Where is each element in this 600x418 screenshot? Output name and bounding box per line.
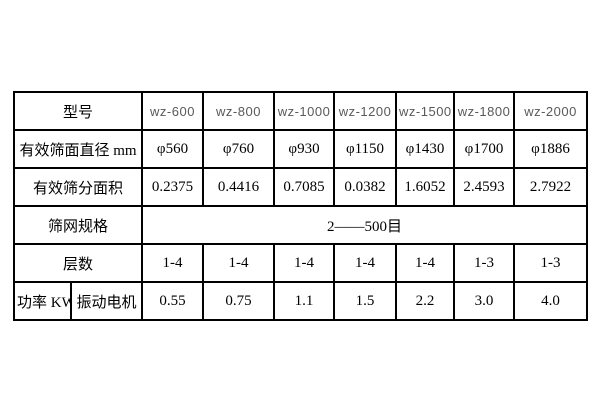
model-value: wz-800	[202, 91, 276, 131]
diameter-value: φ1700	[453, 129, 516, 169]
layers-value: 1-4	[202, 243, 276, 283]
area-value: 0.2375	[141, 167, 205, 207]
layers-value: 1-4	[395, 243, 456, 283]
table-row-mesh: 筛网规格 2——500目	[12, 205, 589, 245]
model-value: wz-1500	[395, 91, 456, 131]
layers-value: 1-4	[273, 243, 336, 283]
layers-value: 1-3	[513, 243, 589, 283]
table-row-model: 型号 wz-600 wz-800 wz-1000 wz-1200 wz-1500…	[12, 91, 589, 131]
diameter-value: φ760	[202, 129, 276, 169]
model-value: wz-2000	[513, 91, 589, 131]
diameter-value: φ1150	[333, 129, 398, 169]
diameter-value: φ1430	[395, 129, 456, 169]
area-value: 0.7085	[273, 167, 336, 207]
area-value: 1.6052	[395, 167, 456, 207]
row-label-area: 有效筛分面积	[12, 167, 144, 207]
power-value: 3.0	[453, 281, 516, 321]
model-value: wz-600	[141, 91, 205, 131]
row-label-layers: 层数	[12, 243, 144, 283]
power-value: 1.5	[333, 281, 398, 321]
layers-value: 1-3	[453, 243, 516, 283]
area-value: 2.4593	[453, 167, 516, 207]
power-value: 4.0	[513, 281, 589, 321]
layers-value: 1-4	[141, 243, 205, 283]
row-label-power-motor: 振动电机	[69, 281, 144, 321]
mesh-value: 2——500目	[141, 205, 589, 245]
diameter-value: φ560	[141, 129, 205, 169]
row-label-mesh: 筛网规格	[12, 205, 144, 245]
area-value: 0.4416	[202, 167, 276, 207]
model-value: wz-1200	[333, 91, 398, 131]
model-value: wz-1800	[453, 91, 516, 131]
spec-table: 型号 wz-600 wz-800 wz-1000 wz-1200 wz-1500…	[12, 91, 589, 321]
table-row-layers: 层数 1-4 1-4 1-4 1-4 1-4 1-3 1-3	[12, 243, 589, 283]
area-value: 0.0382	[333, 167, 398, 207]
table-row-area: 有效筛分面积 0.2375 0.4416 0.7085 0.0382 1.605…	[12, 167, 589, 207]
power-value: 0.75	[202, 281, 276, 321]
model-value: wz-1000	[273, 91, 336, 131]
area-value: 2.7922	[513, 167, 589, 207]
power-value: 0.55	[141, 281, 205, 321]
table-row-diameter: 有效筛面直径 mm φ560 φ760 φ930 φ1150 φ1430 φ17…	[12, 129, 589, 169]
row-label-model: 型号	[12, 91, 144, 131]
layers-value: 1-4	[333, 243, 398, 283]
diameter-value: φ1886	[513, 129, 589, 169]
diameter-value: φ930	[273, 129, 336, 169]
table-row-power: 功率 KW 振动电机 0.55 0.75 1.1 1.5 2.2 3.0 4.0	[13, 281, 589, 321]
row-label-diameter: 有效筛面直径 mm	[12, 129, 144, 169]
power-value: 1.1	[273, 281, 336, 321]
power-value: 2.2	[395, 281, 456, 321]
row-label-power: 功率 KW	[13, 281, 72, 321]
